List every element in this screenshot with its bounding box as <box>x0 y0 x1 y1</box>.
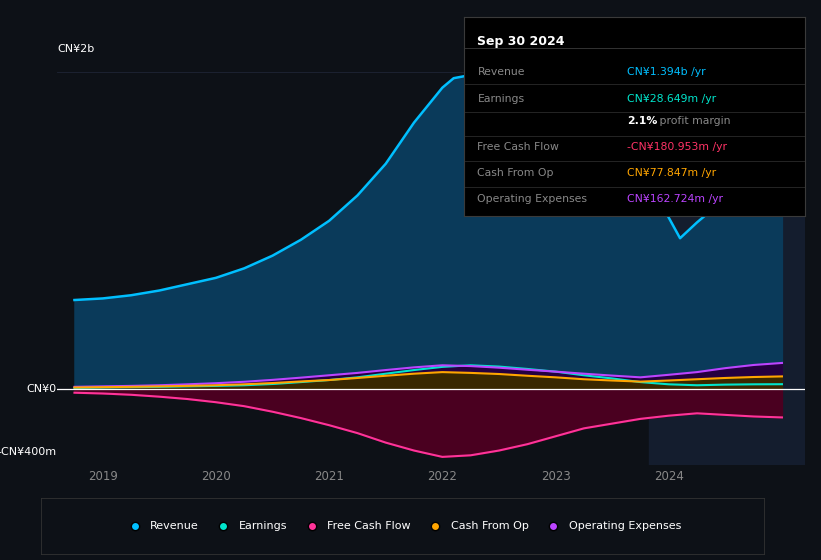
Legend: Revenue, Earnings, Free Cash Flow, Cash From Op, Operating Expenses: Revenue, Earnings, Free Cash Flow, Cash … <box>118 516 686 537</box>
Text: CN¥1.394b /yr: CN¥1.394b /yr <box>627 67 706 77</box>
Text: profit margin: profit margin <box>656 116 731 126</box>
Text: CN¥28.649m /yr: CN¥28.649m /yr <box>627 94 717 104</box>
Text: Operating Expenses: Operating Expenses <box>478 194 588 204</box>
Text: CN¥0: CN¥0 <box>26 384 57 394</box>
Text: CN¥162.724m /yr: CN¥162.724m /yr <box>627 194 723 204</box>
Text: Revenue: Revenue <box>478 67 525 77</box>
Text: Free Cash Flow: Free Cash Flow <box>478 142 559 152</box>
Text: Earnings: Earnings <box>478 94 525 104</box>
Bar <box>649 56 821 465</box>
Text: 2.1%: 2.1% <box>627 116 658 126</box>
Text: -CN¥180.953m /yr: -CN¥180.953m /yr <box>627 142 727 152</box>
Text: Sep 30 2024: Sep 30 2024 <box>478 35 565 48</box>
Text: Cash From Op: Cash From Op <box>478 168 554 178</box>
Text: CN¥2b: CN¥2b <box>57 44 94 54</box>
Text: -CN¥400m: -CN¥400m <box>0 447 57 457</box>
Text: CN¥77.847m /yr: CN¥77.847m /yr <box>627 168 717 178</box>
